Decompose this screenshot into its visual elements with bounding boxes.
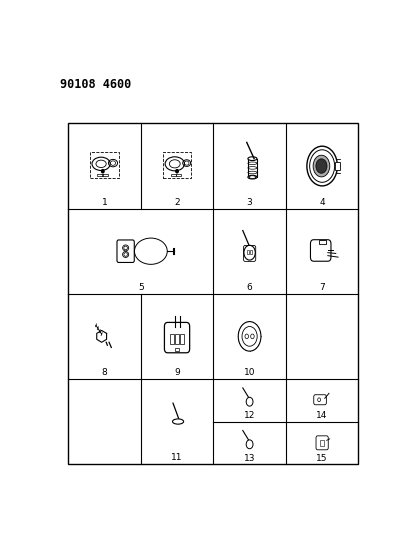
Text: 9: 9 xyxy=(174,368,180,377)
Text: 6: 6 xyxy=(247,282,252,292)
Text: 12: 12 xyxy=(244,411,255,421)
Bar xyxy=(171,174,176,176)
Bar xyxy=(163,152,191,178)
Ellipse shape xyxy=(249,176,256,179)
Circle shape xyxy=(246,440,253,449)
Circle shape xyxy=(246,397,253,406)
Text: 15: 15 xyxy=(316,454,328,463)
Circle shape xyxy=(101,169,104,173)
Text: 14: 14 xyxy=(317,411,328,421)
Text: 8: 8 xyxy=(102,368,107,377)
Bar xyxy=(247,250,249,254)
Bar xyxy=(97,174,103,176)
Text: 13: 13 xyxy=(244,454,255,463)
Bar xyxy=(175,348,179,351)
Text: 90108 4600: 90108 4600 xyxy=(60,78,131,91)
Bar xyxy=(180,334,184,344)
Circle shape xyxy=(307,146,337,186)
Circle shape xyxy=(316,159,327,173)
Ellipse shape xyxy=(173,419,184,424)
Bar xyxy=(250,250,252,254)
Circle shape xyxy=(313,155,330,177)
Text: 5: 5 xyxy=(138,282,144,292)
Ellipse shape xyxy=(244,245,255,260)
Bar xyxy=(176,174,181,176)
Text: 11: 11 xyxy=(171,453,183,462)
Text: 3: 3 xyxy=(247,198,252,207)
Bar xyxy=(320,440,324,446)
Bar xyxy=(68,124,359,464)
Bar xyxy=(90,152,119,178)
Bar xyxy=(175,334,179,344)
Text: 7: 7 xyxy=(319,282,325,292)
Ellipse shape xyxy=(248,157,257,160)
Text: 1: 1 xyxy=(102,198,107,207)
Circle shape xyxy=(238,321,261,351)
Text: 4: 4 xyxy=(319,198,325,207)
Bar xyxy=(335,163,340,169)
Text: 2: 2 xyxy=(174,198,180,207)
Ellipse shape xyxy=(248,175,257,179)
Text: 10: 10 xyxy=(244,368,255,377)
Bar xyxy=(102,174,108,176)
Bar xyxy=(319,240,326,244)
Bar xyxy=(170,334,174,344)
Circle shape xyxy=(176,169,178,173)
